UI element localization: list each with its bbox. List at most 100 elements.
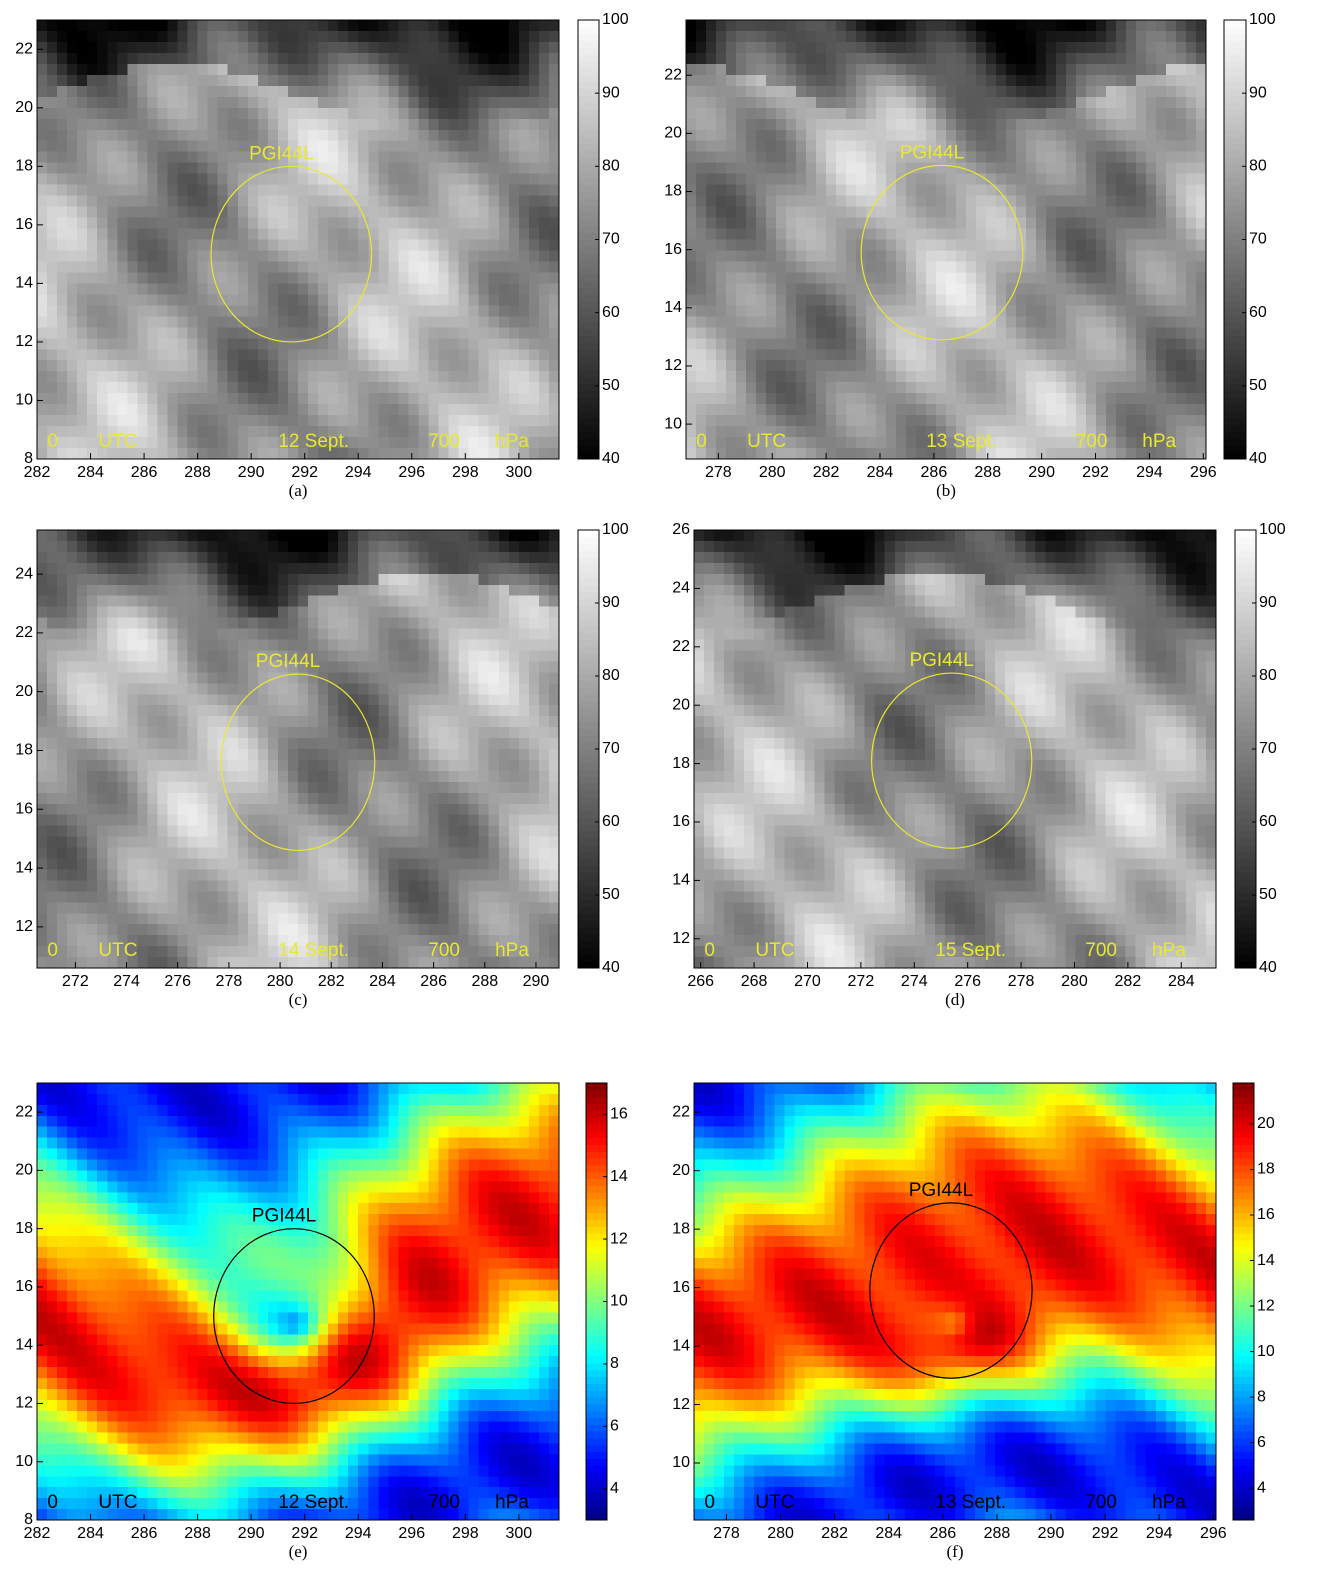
heatmap-cell: [37, 771, 48, 782]
heatmap-cell: [856, 316, 867, 327]
heatmap-cell: [378, 218, 389, 229]
heatmap-cell: [1076, 163, 1087, 174]
heatmap-cell: [686, 415, 697, 426]
heatmap-cell: [107, 902, 118, 913]
heatmap-cell: [906, 448, 917, 459]
heatmap-cell: [459, 185, 470, 196]
heatmap-cell: [218, 218, 229, 229]
heatmap-cell: [906, 426, 917, 437]
heatmap-cell: [816, 338, 827, 349]
heatmap-cell: [1086, 42, 1097, 53]
heatmap-cell: [308, 196, 319, 207]
heatmap-cell: [1146, 207, 1157, 218]
colorbar-step: [1224, 356, 1246, 363]
heatmap-cell: [489, 152, 500, 163]
heatmap-cell: [1116, 382, 1127, 393]
heatmap-cell: [67, 196, 78, 207]
heatmap-cell: [268, 108, 279, 119]
heatmap-cell: [696, 75, 707, 86]
heatmap-cell: [408, 305, 419, 316]
heatmap-cell: [916, 404, 927, 415]
heatmap-cell: [946, 130, 957, 141]
heatmap-cell: [418, 338, 429, 349]
heatmap-cell: [97, 415, 108, 426]
heatmap-cell: [147, 283, 158, 294]
x-tick-label: 280: [759, 464, 786, 481]
heatmap-cell: [1166, 360, 1177, 371]
heatmap-cell: [756, 218, 767, 229]
heatmap-cell: [198, 261, 209, 272]
heatmap-cell: [439, 294, 450, 305]
heatmap-cell: [706, 31, 717, 42]
heatmap-cell: [936, 174, 947, 185]
heatmap-cell: [766, 31, 777, 42]
heatmap-cell: [866, 272, 877, 283]
heatmap-cell: [137, 305, 148, 316]
heatmap-cell: [147, 250, 158, 261]
heatmap-cell: [268, 349, 279, 360]
heatmap-field: [37, 530, 560, 969]
heatmap-cell: [1036, 338, 1047, 349]
heatmap-cell: [47, 20, 58, 31]
heatmap-cell: [539, 404, 550, 415]
heatmap-cell: [37, 727, 48, 738]
heatmap-cell: [776, 218, 787, 229]
heatmap-cell: [756, 393, 767, 404]
heatmap-cell: [418, 31, 429, 42]
heatmap-cell: [127, 152, 138, 163]
heatmap-cell: [736, 119, 747, 130]
colorbar-tick-label: 50: [602, 377, 620, 394]
heatmap-cell: [1196, 20, 1207, 31]
heatmap-cell: [549, 360, 560, 371]
heatmap-cell: [796, 426, 807, 437]
heatmap-cell: [258, 437, 269, 448]
heatmap-cell: [87, 694, 98, 705]
x-tick-label: 288: [974, 464, 1001, 481]
heatmap-cell: [218, 20, 229, 31]
heatmap-cell: [836, 283, 847, 294]
heatmap-cell: [469, 218, 480, 229]
heatmap-cell: [107, 891, 118, 902]
heatmap-cell: [328, 185, 339, 196]
heatmap-cell: [1196, 152, 1207, 163]
heatmap-cell: [147, 382, 158, 393]
heatmap-cell: [529, 294, 540, 305]
heatmap-cell: [736, 283, 747, 294]
heatmap-cell: [87, 793, 98, 804]
heatmap-cell: [1006, 371, 1017, 382]
heatmap-cell: [756, 196, 767, 207]
y-tick-label: 20: [664, 125, 682, 142]
heatmap-cell: [47, 749, 58, 760]
heatmap-cell: [1106, 382, 1117, 393]
heatmap-cell: [976, 305, 987, 316]
heatmap-cell: [258, 174, 269, 185]
heatmap-cell: [258, 53, 269, 64]
heatmap-cell: [866, 250, 877, 261]
heatmap-cell: [157, 891, 168, 902]
heatmap-cell: [766, 327, 777, 338]
heatmap-cell: [479, 371, 490, 382]
heatmap-cell: [127, 174, 138, 185]
heatmap-cell: [906, 250, 917, 261]
heatmap-cell: [1096, 53, 1107, 64]
heatmap-cell: [368, 393, 379, 404]
heatmap-cell: [489, 338, 500, 349]
heatmap-cell: [499, 240, 510, 251]
heatmap-cell: [539, 207, 550, 218]
heatmap-cell: [117, 738, 128, 749]
heatmap-cell: [519, 371, 530, 382]
heatmap-cell: [549, 426, 560, 437]
heatmap-cell: [786, 174, 797, 185]
heatmap-cell: [268, 218, 279, 229]
heatmap-cell: [1146, 338, 1157, 349]
heatmap-cell: [408, 207, 419, 218]
heatmap-cell: [77, 75, 88, 86]
heatmap-cell: [168, 349, 179, 360]
heatmap-cell: [97, 913, 108, 924]
heatmap-cell: [37, 957, 48, 968]
heatmap-cell: [1106, 283, 1117, 294]
colorbar-step: [578, 130, 599, 137]
heatmap-cell: [238, 349, 249, 360]
heatmap-cell: [449, 371, 460, 382]
heatmap-cell: [388, 415, 399, 426]
